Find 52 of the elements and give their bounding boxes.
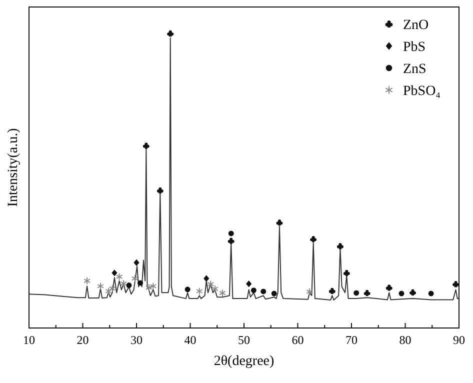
point xyxy=(150,282,157,290)
point xyxy=(246,280,252,288)
point xyxy=(219,289,226,297)
point xyxy=(120,280,128,288)
point xyxy=(207,280,214,288)
x-tick-label: 70 xyxy=(346,333,358,347)
point xyxy=(328,288,336,294)
y-axis-title: Intensity(a.u.) xyxy=(6,128,21,207)
x-tick-label: 10 xyxy=(23,333,35,347)
point xyxy=(228,230,234,236)
point xyxy=(116,272,123,281)
point xyxy=(343,270,350,276)
point xyxy=(184,286,190,292)
point xyxy=(84,277,90,285)
legend-label: ZnO xyxy=(403,18,429,33)
point xyxy=(364,290,370,296)
point xyxy=(126,282,132,288)
point xyxy=(260,288,266,294)
x-tick-label: 40 xyxy=(184,333,196,347)
point xyxy=(428,290,434,296)
point xyxy=(410,289,416,296)
x-tick-label: 90 xyxy=(453,333,465,347)
point xyxy=(196,287,203,296)
point xyxy=(156,187,164,194)
point xyxy=(108,284,116,292)
point xyxy=(228,238,234,244)
legend-label: PbSO₄ xyxy=(403,84,441,99)
point xyxy=(112,270,118,276)
x-axis-title: 2θ(degree) xyxy=(214,354,274,369)
point xyxy=(306,288,313,296)
point xyxy=(354,290,360,296)
x-tick-label: 30 xyxy=(130,333,142,347)
point xyxy=(138,280,143,286)
point xyxy=(167,30,174,37)
x-tick-label: 80 xyxy=(399,333,412,347)
x-tick-label: 60 xyxy=(292,333,304,347)
point xyxy=(310,236,317,242)
point xyxy=(145,284,152,292)
point xyxy=(134,259,140,266)
legend-label: PbS xyxy=(403,40,426,55)
legend-label: ZnS xyxy=(403,62,426,77)
point xyxy=(398,290,404,296)
x-tick-label: 20 xyxy=(76,333,89,347)
x-tick-label: 50 xyxy=(238,333,250,347)
point xyxy=(142,142,150,149)
point xyxy=(131,274,138,282)
point xyxy=(105,287,112,296)
point xyxy=(250,288,256,294)
point xyxy=(271,290,277,296)
point xyxy=(212,284,218,293)
point xyxy=(204,275,210,282)
point xyxy=(97,282,104,290)
